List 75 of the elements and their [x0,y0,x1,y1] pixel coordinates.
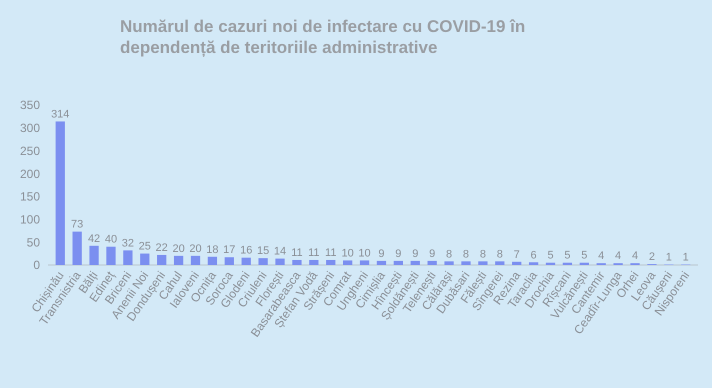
data-label: 2 [648,251,655,264]
bar [309,260,318,265]
data-label: 4 [615,250,622,262]
data-label: 20 [189,242,202,255]
y-tick-label: 0 [33,258,40,272]
bar [242,258,251,265]
y-tick-label: 100 [20,212,40,226]
data-label: 16 [240,244,252,257]
bar [512,262,522,265]
bar [360,260,370,265]
bar [376,260,386,265]
bar [410,260,420,265]
bar [444,261,454,265]
bar [208,256,218,265]
data-label: 18 [206,244,219,256]
bar [89,246,99,265]
data-label: 9 [412,248,418,260]
data-label: 9 [429,248,436,260]
bar [72,232,82,265]
bar [157,254,166,265]
data-label: 15 [256,245,270,258]
data-label: 8 [480,248,486,260]
y-tick-label: 250 [20,144,40,158]
data-label: 25 [138,240,151,253]
data-label: 9 [395,248,402,260]
bar [428,260,437,265]
data-label: 42 [88,232,100,245]
bar [394,260,404,265]
data-label: 8 [496,248,503,260]
bar [224,257,234,265]
bar [478,261,488,265]
data-label: 20 [172,242,185,255]
data-label: 4 [598,250,604,262]
bar [174,256,184,265]
bar [342,260,352,265]
data-label: 6 [530,249,537,262]
data-label: 8 [462,248,470,260]
data-label: 1 [682,252,689,264]
data-label: 10 [358,247,371,260]
data-label: 17 [223,244,236,256]
data-label: 9 [378,248,385,260]
data-label: 7 [514,248,520,261]
y-tick-label: 50 [26,235,40,250]
data-label: 1 [666,252,672,264]
bar [292,260,302,265]
data-label: 8 [446,248,452,260]
data-label: 4 [632,250,638,262]
data-label: 11 [325,246,336,259]
y-tick-label: 350 [20,98,40,112]
data-label: 73 [71,218,84,231]
data-label: 11 [308,246,320,259]
y-tick-label: 200 [20,166,40,181]
y-tick-label: 150 [20,190,40,204]
bar [106,246,116,265]
bar [258,258,268,265]
bar [495,261,504,265]
data-label: 314 [51,108,70,120]
y-tick-label: 300 [20,121,40,136]
data-label: 5 [547,250,554,262]
data-label: 10 [342,247,354,260]
data-label: 32 [122,237,134,250]
data-label: 22 [156,242,168,254]
data-label: 14 [274,246,286,258]
data-label: 11 [291,246,303,259]
data-label: 5 [581,250,588,262]
chart-title: Numărul de cazuri noi de infectare cu COVID-19 în dependență de teritoriile administrative [120,17,526,57]
data-label: 40 [104,234,118,246]
bar [461,261,471,265]
bar [123,250,133,265]
bar [56,121,65,265]
data-label: 5 [564,250,570,262]
bar [326,260,336,265]
bar [190,256,200,265]
bar [275,258,285,265]
bar [140,254,150,265]
